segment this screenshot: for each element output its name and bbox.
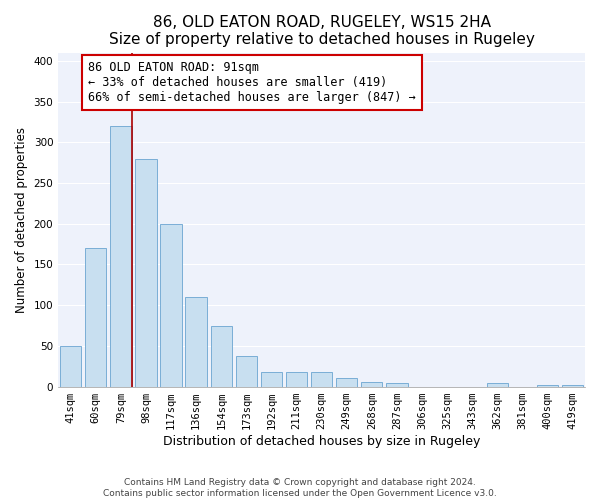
Bar	[85, 248, 106, 386]
Bar	[336, 378, 358, 386]
Bar	[211, 326, 232, 386]
Title: 86, OLD EATON ROAD, RUGELEY, WS15 2HA
Size of property relative to detached hous: 86, OLD EATON ROAD, RUGELEY, WS15 2HA Si…	[109, 15, 535, 48]
Y-axis label: Number of detached properties: Number of detached properties	[15, 126, 28, 312]
Text: 86 OLD EATON ROAD: 91sqm
← 33% of detached houses are smaller (419)
66% of semi-: 86 OLD EATON ROAD: 91sqm ← 33% of detach…	[88, 61, 416, 104]
Text: Contains HM Land Registry data © Crown copyright and database right 2024.
Contai: Contains HM Land Registry data © Crown c…	[103, 478, 497, 498]
Bar	[286, 372, 307, 386]
Bar	[236, 356, 257, 386]
Bar	[261, 372, 282, 386]
Bar	[60, 346, 82, 387]
Bar	[311, 372, 332, 386]
Bar	[136, 158, 157, 386]
Bar	[160, 224, 182, 386]
Bar	[537, 385, 558, 386]
X-axis label: Distribution of detached houses by size in Rugeley: Distribution of detached houses by size …	[163, 434, 480, 448]
Bar	[386, 384, 407, 386]
Bar	[562, 385, 583, 386]
Bar	[110, 126, 131, 386]
Bar	[185, 297, 207, 386]
Bar	[487, 384, 508, 386]
Bar	[361, 382, 382, 386]
